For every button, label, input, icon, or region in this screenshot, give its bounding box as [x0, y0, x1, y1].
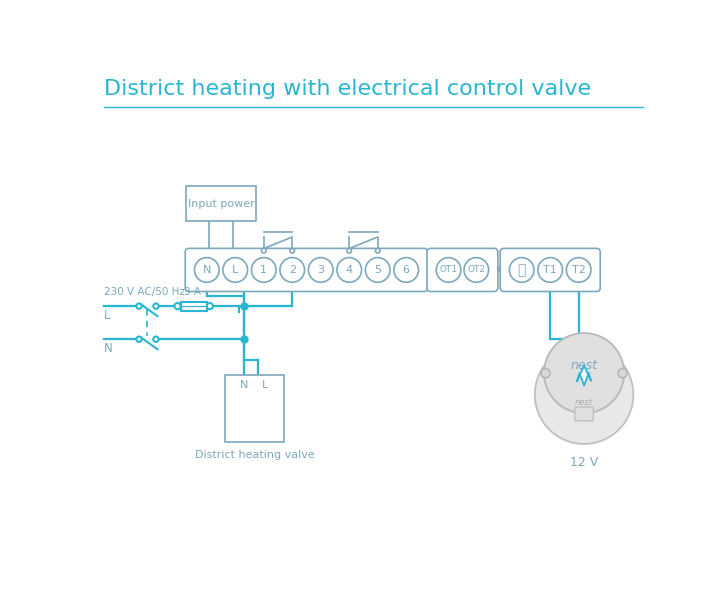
Text: 3 A: 3 A [183, 287, 201, 298]
Circle shape [207, 303, 213, 309]
FancyBboxPatch shape [575, 407, 593, 421]
Circle shape [618, 368, 628, 378]
Circle shape [436, 258, 461, 282]
Circle shape [154, 304, 159, 309]
Text: L: L [103, 309, 110, 322]
Text: N: N [202, 265, 211, 275]
Text: 1: 1 [261, 265, 267, 275]
Circle shape [376, 248, 380, 253]
Text: 3: 3 [317, 265, 324, 275]
Text: 4: 4 [346, 265, 353, 275]
FancyBboxPatch shape [181, 302, 207, 311]
Circle shape [544, 333, 624, 413]
Text: OT1: OT1 [440, 266, 458, 274]
Circle shape [175, 303, 181, 309]
Circle shape [290, 248, 295, 253]
Circle shape [337, 258, 362, 282]
Circle shape [309, 258, 333, 282]
Circle shape [194, 258, 219, 282]
Circle shape [347, 248, 352, 253]
FancyBboxPatch shape [427, 248, 498, 292]
Circle shape [136, 304, 142, 309]
Text: nest: nest [575, 398, 593, 407]
Text: 12 V: 12 V [570, 456, 598, 469]
Circle shape [566, 258, 591, 282]
Text: T2: T2 [571, 265, 585, 275]
Text: District heating valve: District heating valve [194, 450, 314, 460]
Text: 6: 6 [403, 265, 410, 275]
Text: 5: 5 [374, 265, 381, 275]
Circle shape [541, 368, 550, 378]
Text: 230 V AC/50 Hz: 230 V AC/50 Hz [103, 287, 184, 297]
Circle shape [365, 258, 390, 282]
Circle shape [223, 258, 248, 282]
Circle shape [394, 258, 419, 282]
Text: Input power: Input power [188, 199, 254, 208]
Text: T1: T1 [543, 265, 557, 275]
Circle shape [510, 258, 534, 282]
Circle shape [261, 248, 266, 253]
Circle shape [538, 258, 563, 282]
Text: District heating with electrical control valve: District heating with electrical control… [103, 79, 590, 99]
FancyBboxPatch shape [185, 248, 428, 292]
Circle shape [280, 258, 304, 282]
Circle shape [136, 337, 142, 342]
Text: 2: 2 [289, 265, 296, 275]
Circle shape [251, 258, 276, 282]
Text: N: N [103, 342, 112, 355]
Circle shape [154, 337, 159, 342]
Text: nest: nest [571, 359, 598, 372]
FancyBboxPatch shape [225, 375, 284, 442]
Text: ⏚: ⏚ [518, 263, 526, 277]
FancyBboxPatch shape [500, 248, 601, 292]
Text: OT2: OT2 [467, 266, 486, 274]
Text: L: L [232, 265, 238, 275]
Text: L: L [262, 380, 269, 390]
Circle shape [535, 345, 633, 444]
Circle shape [464, 258, 488, 282]
Polygon shape [577, 365, 591, 386]
Text: N: N [240, 380, 249, 390]
FancyBboxPatch shape [186, 186, 256, 222]
